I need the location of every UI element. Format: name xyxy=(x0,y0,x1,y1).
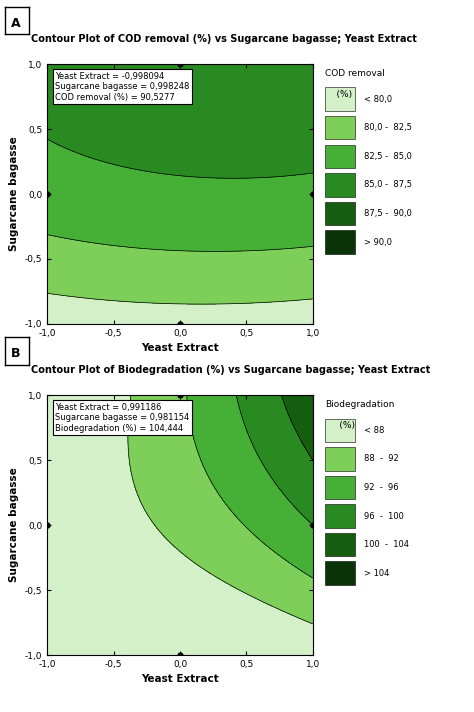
FancyBboxPatch shape xyxy=(325,476,356,499)
Text: 85,0 -  87,5: 85,0 - 87,5 xyxy=(364,180,412,189)
X-axis label: Yeast Extract: Yeast Extract xyxy=(141,674,219,684)
FancyBboxPatch shape xyxy=(325,504,356,528)
Text: Yeast Extract = -0,998094
Sugarcane bagasse = 0,998248
COD removal (%) = 90,5277: Yeast Extract = -0,998094 Sugarcane baga… xyxy=(55,72,190,102)
FancyBboxPatch shape xyxy=(325,116,356,140)
Text: Biodegradation: Biodegradation xyxy=(325,400,394,409)
FancyBboxPatch shape xyxy=(325,447,356,471)
Y-axis label: Sugarcane bagasse: Sugarcane bagasse xyxy=(9,137,19,251)
FancyBboxPatch shape xyxy=(325,173,356,197)
Text: Contour Plot of Biodegradation (%) vs Sugarcane bagasse; Yeast Extract: Contour Plot of Biodegradation (%) vs Su… xyxy=(31,365,430,375)
Text: 100  -  104: 100 - 104 xyxy=(364,540,409,549)
Text: B: B xyxy=(11,347,20,360)
Text: < 88: < 88 xyxy=(364,426,384,435)
FancyBboxPatch shape xyxy=(325,419,356,442)
Text: 92  -  96: 92 - 96 xyxy=(364,483,399,492)
FancyBboxPatch shape xyxy=(325,231,356,253)
Text: 82,5 -  85,0: 82,5 - 85,0 xyxy=(364,152,412,161)
FancyBboxPatch shape xyxy=(325,88,356,111)
Text: (%): (%) xyxy=(325,421,355,430)
Text: COD removal: COD removal xyxy=(325,69,384,78)
Text: 88  -  92: 88 - 92 xyxy=(364,454,399,464)
Text: 87,5 -  90,0: 87,5 - 90,0 xyxy=(364,209,412,218)
Text: < 80,0: < 80,0 xyxy=(364,95,392,104)
X-axis label: Yeast Extract: Yeast Extract xyxy=(141,343,219,353)
FancyBboxPatch shape xyxy=(325,201,356,225)
Y-axis label: Sugarcane bagasse: Sugarcane bagasse xyxy=(9,468,19,582)
FancyBboxPatch shape xyxy=(325,145,356,168)
Text: > 104: > 104 xyxy=(364,569,389,577)
Text: A: A xyxy=(11,17,20,30)
Text: 96  -  100: 96 - 100 xyxy=(364,511,404,520)
Text: Contour Plot of COD removal (%) vs Sugarcane bagasse; Yeast Extract: Contour Plot of COD removal (%) vs Sugar… xyxy=(31,34,417,44)
Text: > 90,0: > 90,0 xyxy=(364,238,392,246)
FancyBboxPatch shape xyxy=(325,562,356,585)
Text: Yeast Extract = 0,991186
Sugarcane bagasse = 0,981154
Biodegradation (%) = 104,4: Yeast Extract = 0,991186 Sugarcane bagas… xyxy=(55,403,190,433)
FancyBboxPatch shape xyxy=(325,533,356,556)
Text: 80,0 -  82,5: 80,0 - 82,5 xyxy=(364,123,412,132)
Text: (%): (%) xyxy=(325,90,352,99)
